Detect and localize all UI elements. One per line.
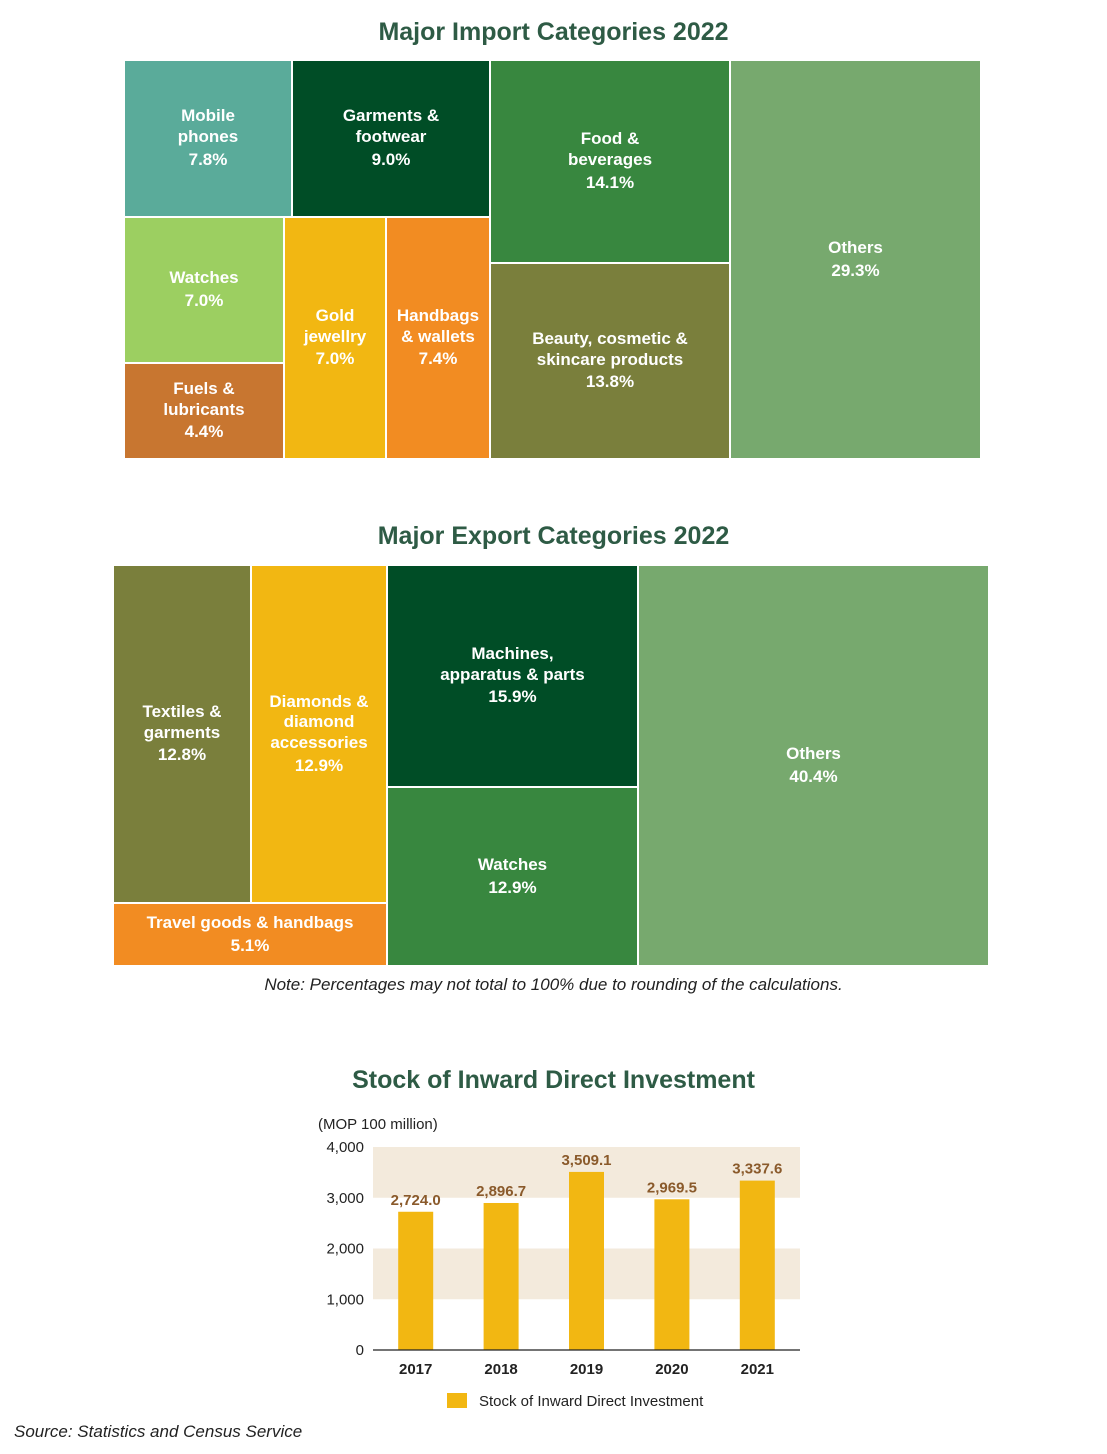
y-tick-label: 0	[356, 1342, 364, 1359]
tile-label: Mobile phones	[177, 106, 239, 147]
bar-2018	[483, 1202, 519, 1350]
investment-chart-title: Stock of Inward Direct Investment	[352, 1066, 755, 1094]
x-tick-label: 2018	[484, 1361, 517, 1378]
bar-value-label: 2,724.0	[391, 1192, 441, 1209]
export-tile-watches: Watches 12.9%	[388, 788, 639, 967]
tile-label: Watches	[169, 268, 239, 288]
tile-value: 12.9%	[294, 755, 344, 775]
tile-label: Others	[828, 237, 883, 257]
tile-value: 29.3%	[831, 260, 880, 280]
export-tile-diamonds-diamond-accessories: Diamonds & diamond accessories 12.9%	[252, 566, 388, 904]
tile-label: Garments & footwear	[342, 106, 440, 147]
bar-2019	[569, 1171, 604, 1350]
import-tile-garments-footwear: Garments & footwear 9.0%	[293, 61, 491, 218]
source-note: Source: Statistics and Census Service	[14, 1422, 303, 1441]
y-tick-label: 3,000	[326, 1190, 364, 1207]
tile-value: 7.0%	[184, 291, 224, 310]
tile-value: 14.1%	[585, 172, 635, 192]
tile-value: 7.8%	[188, 149, 228, 169]
tile-value: 12.9%	[488, 877, 537, 897]
export-tile-textiles-garments: Textiles & garments 12.8%	[114, 566, 252, 904]
tile-label: Food & beverages	[567, 129, 653, 170]
x-tick-label: 2021	[741, 1361, 774, 1378]
import-tile-mobile-phones: Mobile phones 7.8%	[125, 61, 293, 218]
tile-value: 9.0%	[371, 149, 411, 169]
bar-2017	[398, 1211, 434, 1350]
import-tile-fuels-lubricants: Fuels & lubricants 4.4%	[125, 364, 285, 460]
tile-value: 5.1%	[230, 935, 270, 955]
tile-label: Machines, apparatus & parts	[440, 643, 585, 684]
export-tile-machines-apparatus-parts: Machines, apparatus & parts 15.9%	[388, 566, 639, 788]
tile-label: Others	[786, 743, 841, 763]
tile-label: Beauty, cosmetic & skincare products	[532, 328, 688, 369]
tile-value: 40.4%	[789, 766, 838, 786]
bar-2021	[739, 1180, 775, 1350]
bar-value-label: 2,969.5	[647, 1179, 697, 1196]
import-tile-others: Others 29.3%	[731, 61, 982, 460]
rounding-note: Note: Percentages may not total to 100% …	[264, 975, 843, 994]
y-tick-label: 1,000	[326, 1291, 364, 1308]
x-tick-label: 2019	[570, 1361, 603, 1378]
tile-label: Textiles & garments	[142, 701, 222, 742]
import-tile-handbags-wallets: Handbags & wallets 7.4%	[387, 218, 491, 460]
tile-label: Diamonds & diamond accessories	[269, 691, 369, 752]
y-tick-label: 4,000	[326, 1139, 364, 1156]
legend-swatch	[447, 1393, 467, 1408]
bar-2020	[654, 1199, 690, 1350]
bar-value-label: 3,337.6	[732, 1161, 782, 1178]
x-tick-label: 2017	[399, 1361, 432, 1378]
tile-value: 7.4%	[418, 349, 458, 369]
x-tick-label: 2020	[655, 1361, 688, 1378]
tile-label: Watches	[477, 854, 548, 874]
imports-chart-title: Major Import Categories 2022	[378, 18, 729, 46]
import-tile-food-beverages: Food & beverages 14.1%	[491, 61, 731, 264]
tile-label: Gold jewellry	[303, 305, 367, 346]
y-axis-unit-label: (MOP 100 million)	[318, 1116, 438, 1133]
tile-label: Travel goods & handbags	[146, 912, 354, 932]
tile-label: Handbags & wallets	[396, 305, 480, 346]
tile-value: 13.8%	[585, 372, 635, 392]
bar-value-label: 3,509.1	[561, 1152, 611, 1169]
tile-value: 12.8%	[157, 745, 207, 765]
export-tile-others: Others 40.4%	[639, 566, 990, 967]
y-tick-label: 2,000	[326, 1241, 364, 1258]
import-tile-beauty-cosmetic-skincare-products: Beauty, cosmetic & skincare products 13.8…	[491, 264, 731, 460]
bar-value-label: 2,896.7	[476, 1183, 526, 1200]
tile-label: Fuels & lubricants	[163, 378, 245, 419]
tile-value: 7.0%	[315, 349, 355, 369]
import-tile-gold-jewellry: Gold jewellry 7.0%	[285, 218, 387, 460]
exports-chart-title: Major Export Categories 2022	[377, 522, 730, 550]
legend-label: Stock of Inward Direct Investment	[479, 1393, 704, 1410]
tile-value: 4.4%	[184, 422, 224, 442]
import-tile-watches: Watches 7.0%	[125, 218, 285, 364]
export-tile-travel-goods-handbags: Travel goods & handbags 5.1%	[114, 904, 388, 967]
tile-value: 15.9%	[488, 687, 537, 707]
